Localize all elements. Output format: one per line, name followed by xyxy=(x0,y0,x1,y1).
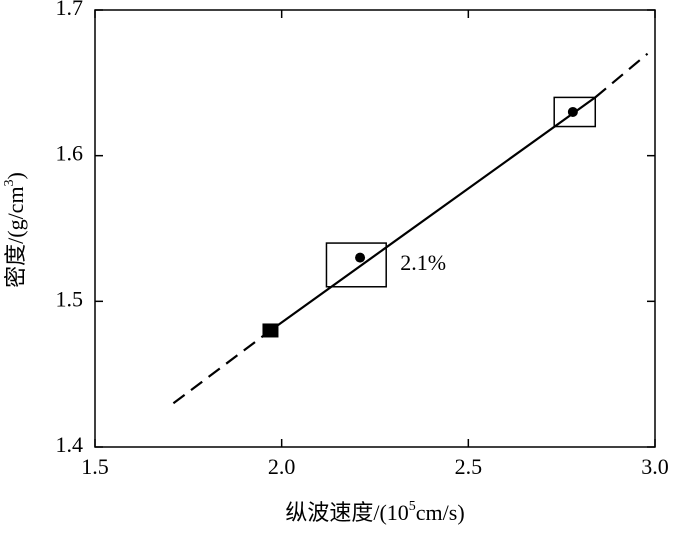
x-tick-label: 2.5 xyxy=(455,454,483,479)
y-tick-label: 1.6 xyxy=(56,141,84,166)
fit-line xyxy=(172,329,272,405)
y-tick-label: 1.4 xyxy=(56,432,84,457)
x-tick-label: 3.0 xyxy=(641,454,669,479)
y-axis-label-sup: 3 xyxy=(2,179,17,186)
point xyxy=(567,106,578,117)
annotation: 2.1% xyxy=(400,250,446,275)
point xyxy=(262,323,279,338)
point xyxy=(355,252,366,263)
y-tick-label: 1.5 xyxy=(56,286,84,311)
y-tick-label: 1.7 xyxy=(56,0,84,20)
y-axis-label-part: 密度/(g/cm xyxy=(3,186,28,287)
plot-frame xyxy=(94,9,656,448)
x-tick-label: 2.0 xyxy=(268,454,296,479)
range-box xyxy=(325,242,387,288)
x-tick-label: 1.5 xyxy=(81,454,109,479)
range-box xyxy=(553,96,597,128)
x-axis-label: 纵波速度/(105cm/s) xyxy=(285,499,464,525)
fit-line xyxy=(269,96,596,332)
y-axis-label-part: ) xyxy=(3,172,28,179)
x-axis-label-part: 纵波速度/(10 xyxy=(285,500,408,525)
y-axis-label: 密度/(g/cm3) xyxy=(2,172,28,288)
x-axis-label-part: cm/s) xyxy=(416,500,465,525)
fit-line xyxy=(594,52,649,99)
x-axis-label-sup: 5 xyxy=(409,499,416,514)
